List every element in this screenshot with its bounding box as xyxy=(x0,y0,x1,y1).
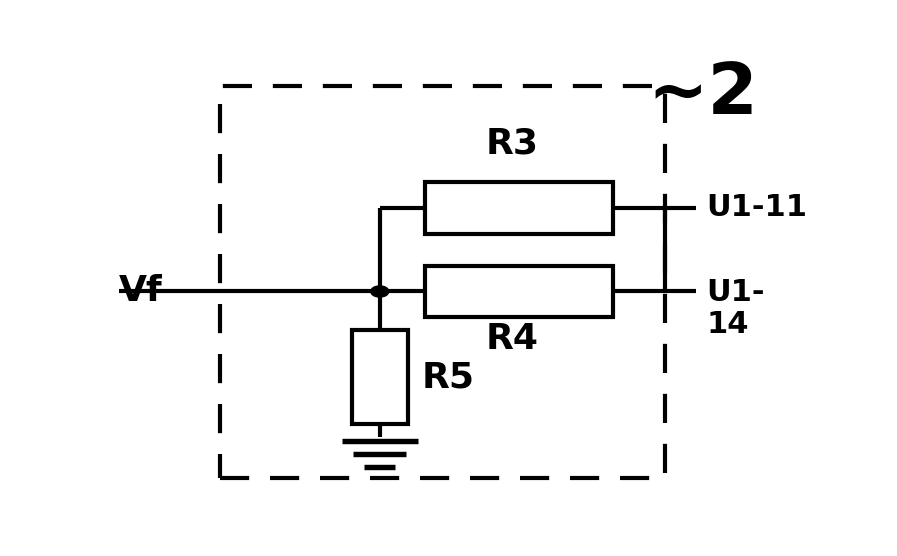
Bar xyxy=(352,330,407,424)
Text: ~2: ~2 xyxy=(648,60,758,129)
Text: Vf: Vf xyxy=(119,275,163,309)
Bar xyxy=(220,86,665,478)
Bar xyxy=(425,266,613,317)
Text: U1-11: U1-11 xyxy=(707,193,807,222)
Circle shape xyxy=(370,286,388,297)
Text: R4: R4 xyxy=(485,321,538,356)
Text: R3: R3 xyxy=(485,127,538,161)
Text: U1-
14: U1- 14 xyxy=(707,279,765,339)
Text: R5: R5 xyxy=(422,360,475,394)
Bar xyxy=(425,182,613,234)
